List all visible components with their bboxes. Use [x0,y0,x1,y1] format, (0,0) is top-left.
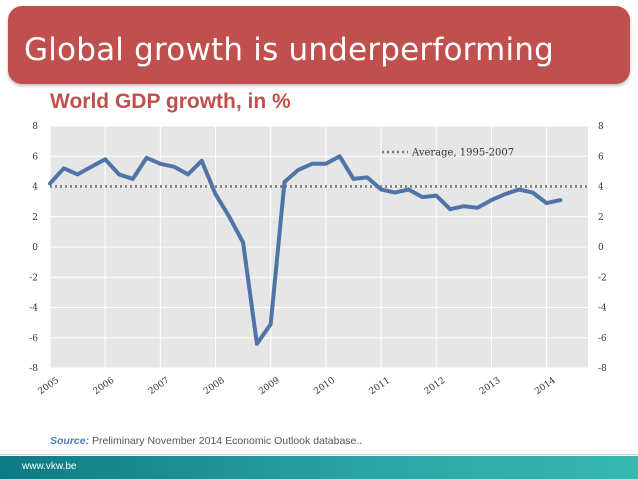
source-note: Source: Preliminary November 2014 Econom… [50,435,362,447]
y-tick-label-right: 0 [598,243,604,253]
x-tick-label: 2005 [37,376,62,397]
title-bar: Global growth is underperforming [8,6,630,84]
x-tick-label: 2013 [478,376,503,397]
x-tick-label: 2009 [257,376,282,397]
footer-bar: www.vkw.be [0,456,638,479]
source-text: Preliminary November 2014 Economic Outlo… [89,435,363,447]
y-tick-label-right: 2 [598,213,604,223]
y-tick-label-left: 8 [32,122,38,132]
chart-subtitle: World GDP growth, in % [50,90,291,113]
y-tick-label-right: 8 [598,122,604,132]
slide-title: Global growth is underperforming [24,32,554,68]
y-tick-label-right: -6 [598,334,607,344]
y-tick-label-left: -8 [29,364,38,374]
x-tick-label: 2010 [313,376,338,397]
x-tick-label: 2012 [423,376,447,397]
y-tick-label-left: -4 [29,304,38,314]
y-tick-label-right: -4 [598,304,607,314]
series-line-world-gdp [48,154,563,346]
y-tick-label-left: 0 [32,243,38,253]
legend-average-label: Average, 1995-2007 [411,148,514,159]
y-tick-label-right: 6 [598,152,604,162]
footer-url[interactable]: www.vkw.be [22,461,77,472]
y-tick-label-left: -6 [29,334,38,344]
x-tick-label: 2011 [368,376,392,397]
y-tick-label-left: 6 [32,152,38,162]
x-tick-label: 2007 [147,376,172,397]
gdp-growth-chart: Average, 1995-2007 8 8 6 6 4 4 2 2 0 0 -2 -2 -4 -4 -6 -6… [29,122,607,397]
y-tick-label-right: -2 [598,273,607,283]
y-tick-label-left: 4 [32,183,38,193]
x-tick-label: 2008 [202,376,227,397]
y-tick-label-right: -8 [598,364,607,374]
y-tick-label-left: 2 [32,213,38,223]
footer-divider [0,454,638,455]
x-tick-label: 2014 [533,376,558,397]
y-tick-label-right: 4 [598,183,604,193]
y-tick-label-left: -2 [29,273,38,283]
x-tick-label: 2006 [92,376,117,397]
source-label: Source: [50,435,90,447]
